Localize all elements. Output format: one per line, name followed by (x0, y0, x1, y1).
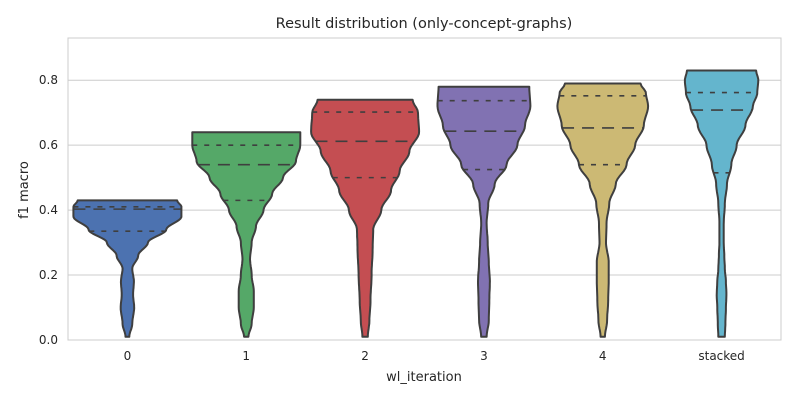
y-tick-label: 0.8 (39, 73, 58, 87)
violin-stacked (683, 69, 760, 338)
violin-body (310, 98, 421, 338)
violin-body (191, 131, 302, 338)
x-axis-ticks: 0 1 2 3 4 stacked (124, 349, 745, 363)
violin-body (683, 69, 760, 338)
violin-2 (310, 98, 421, 338)
violin-3 (436, 85, 532, 338)
violins (72, 69, 760, 338)
violin-body (556, 82, 650, 338)
x-tick-label: 3 (480, 349, 488, 363)
x-tick-label: 4 (599, 349, 607, 363)
violin-body (72, 199, 183, 338)
chart-title: Result distribution (only-concept-graphs… (276, 16, 573, 32)
plot-frame (67, 37, 782, 341)
y-tick-label: 0.4 (39, 203, 58, 217)
violin-1 (191, 131, 302, 338)
y-axis-ticks: 0.0 0.2 0.4 0.6 0.8 (39, 73, 58, 347)
y-tick-label: 0.0 (39, 333, 58, 347)
x-tick-label: 2 (361, 349, 369, 363)
x-axis-label: wl_iteration (386, 370, 462, 385)
violin-4 (556, 82, 650, 338)
violin-body (436, 85, 532, 338)
x-tick-label: 0 (124, 349, 132, 363)
y-tick-label: 0.2 (39, 268, 58, 282)
x-tick-label: 1 (242, 349, 250, 363)
x-tick-label: stacked (698, 349, 744, 363)
y-axis-label: f1 macro (17, 161, 32, 219)
violin-0 (72, 199, 183, 338)
y-tick-label: 0.6 (39, 138, 58, 152)
